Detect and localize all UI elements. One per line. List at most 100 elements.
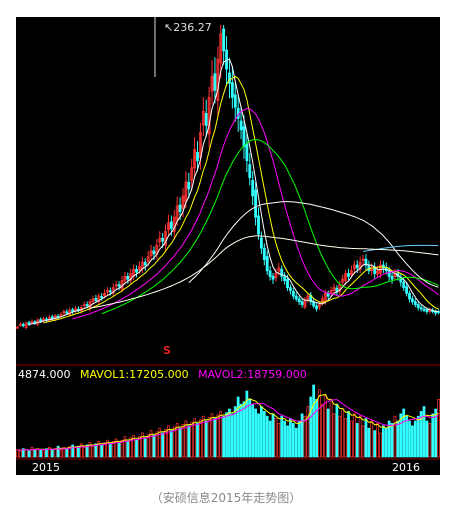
candle-body <box>428 309 432 312</box>
candle-body <box>196 151 199 162</box>
candle-body <box>416 304 420 308</box>
volume-bar <box>82 447 86 458</box>
volume-bar <box>161 432 165 458</box>
candle-body <box>169 221 173 229</box>
volume-bar <box>367 427 371 458</box>
volume-bar <box>393 415 397 458</box>
volume-bar <box>355 423 359 458</box>
volume-bar <box>123 436 127 458</box>
volume-bar <box>106 439 109 458</box>
candle-body <box>47 316 51 321</box>
candle-body <box>338 284 342 292</box>
candle-body <box>265 256 269 272</box>
candle-body <box>178 204 182 212</box>
volume-bar <box>16 449 19 458</box>
candle-body <box>289 287 292 291</box>
moving-average-line <box>28 58 439 326</box>
candle-body <box>254 189 258 218</box>
volume-bar <box>260 406 263 458</box>
volume-moving-average <box>17 399 439 451</box>
mavol1-label: MAVOL1:17205.000 <box>80 368 189 381</box>
volume-bar <box>59 449 63 458</box>
volume-bar <box>85 444 89 458</box>
volume-bar <box>390 423 394 458</box>
volume-bar <box>79 443 83 458</box>
candle-body <box>300 301 304 305</box>
volume-bar <box>132 435 135 458</box>
moving-average-line <box>43 75 439 324</box>
candle-body <box>251 180 255 197</box>
volume-bar <box>71 444 74 458</box>
candle-body <box>74 308 77 311</box>
candle-body <box>408 293 411 300</box>
volume-bar <box>158 427 162 458</box>
candle-body <box>257 215 260 235</box>
volume-bar <box>387 420 391 458</box>
volume-bar <box>277 423 281 458</box>
candle-body <box>126 275 130 280</box>
candle-body <box>85 304 89 307</box>
candle-body <box>201 110 205 126</box>
volume-bar <box>358 415 362 458</box>
volume-bar <box>373 430 377 458</box>
candle-body <box>225 49 228 70</box>
candle-body <box>320 298 324 304</box>
volume-bar <box>219 411 223 458</box>
x-label-2015: 2015 <box>32 461 60 474</box>
moving-average-line <box>101 139 439 315</box>
candle-body <box>347 273 350 277</box>
candle-body <box>259 237 263 249</box>
volume-bar <box>338 415 342 458</box>
volume-bar <box>434 408 438 458</box>
candle-body <box>152 250 156 255</box>
volume-bar <box>109 443 112 458</box>
candle-body <box>361 259 365 261</box>
volume-bar <box>230 413 234 458</box>
candle-body <box>39 319 43 322</box>
volume-bar <box>274 418 278 458</box>
volume-bar <box>39 449 43 458</box>
volume-bar <box>62 447 66 458</box>
candle-body <box>352 264 356 270</box>
candle-body <box>167 222 170 230</box>
candle-body <box>65 311 69 314</box>
candle-body <box>187 181 191 190</box>
volume-bar <box>300 413 304 458</box>
volume-bar <box>280 415 284 458</box>
candle-body <box>114 284 118 287</box>
volume-bar <box>175 423 179 458</box>
candle-body <box>425 309 429 313</box>
peak-arrow-icon: ↖ <box>164 21 174 34</box>
volume-bar <box>419 411 423 458</box>
volume-bar <box>411 425 414 458</box>
candle-body <box>242 126 246 148</box>
candle-body <box>135 268 138 273</box>
candle-body <box>21 324 25 327</box>
candle-body <box>294 295 298 300</box>
volume-bar <box>207 417 211 458</box>
candle-body <box>434 311 438 314</box>
volume-bar <box>199 419 202 458</box>
candle-body <box>123 275 127 281</box>
moving-average-line <box>72 107 439 320</box>
candle-body <box>364 258 368 266</box>
candle-body <box>138 266 141 271</box>
volume-bar <box>88 442 92 458</box>
candle-body <box>82 304 86 306</box>
volume-bar <box>222 415 226 458</box>
volume-bar <box>68 445 72 458</box>
volume-bar <box>341 408 345 458</box>
volume-bar <box>297 420 301 458</box>
volume-bar <box>24 449 28 458</box>
volume-bar <box>370 420 374 458</box>
volume-bar <box>376 423 379 458</box>
volume-bar <box>361 425 365 458</box>
volume-bar <box>50 449 54 458</box>
candle-body <box>355 264 359 269</box>
volume-bar <box>155 431 159 458</box>
volume-bar <box>36 448 40 458</box>
candle-body <box>402 281 406 289</box>
volume-bar <box>294 427 298 458</box>
chart-canvas <box>16 17 440 460</box>
candle-body <box>283 276 287 281</box>
